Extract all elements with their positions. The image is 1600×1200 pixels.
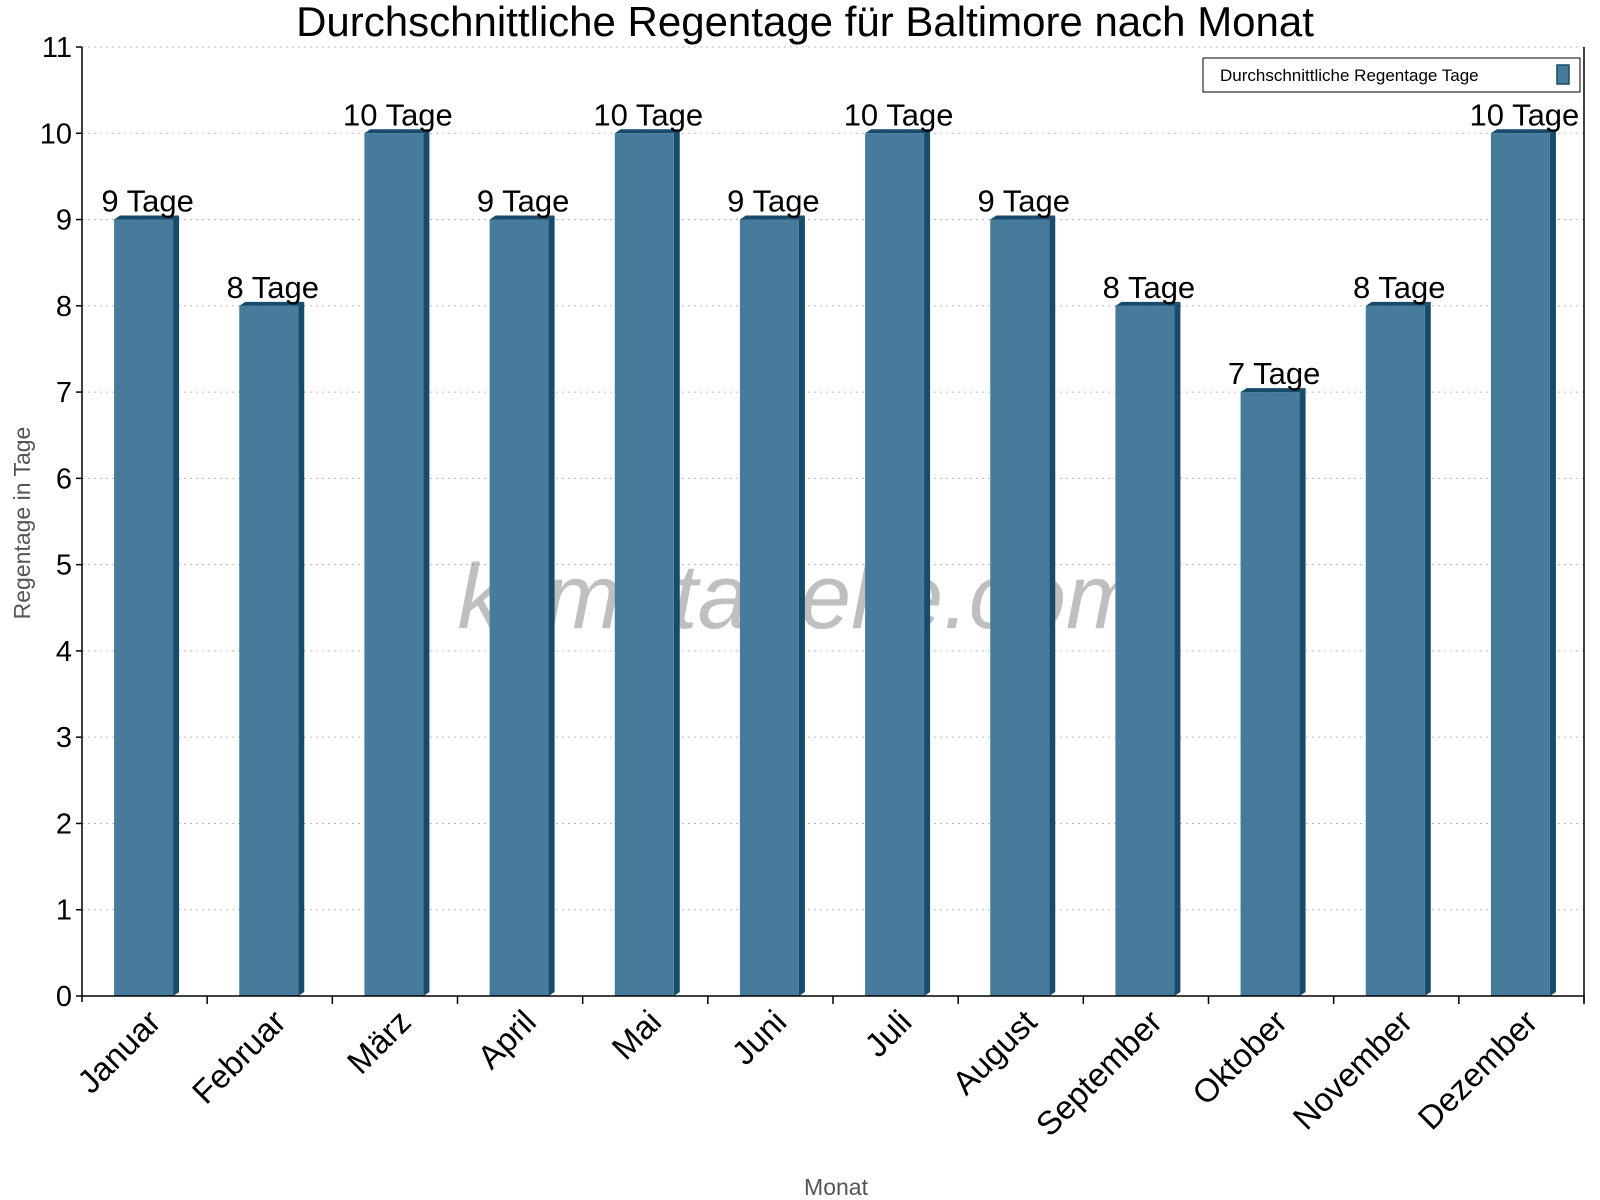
x-tick-label: Februar [185, 1003, 293, 1111]
data-label: 8 Tage [1353, 270, 1446, 305]
x-tick-label: Dezember [1411, 1003, 1545, 1137]
bar-side [1049, 215, 1056, 996]
data-label: 10 Tage [1470, 97, 1580, 132]
bar [739, 219, 799, 996]
y-tick-label: 0 [56, 981, 72, 1013]
data-label: 9 Tage [101, 184, 194, 219]
bar-side [1549, 129, 1556, 997]
data-label: 9 Tage [477, 184, 570, 219]
bar-top [990, 215, 1056, 220]
y-tick-label: 2 [56, 808, 72, 840]
bar [865, 133, 925, 997]
bar [614, 133, 674, 997]
bar-side [1424, 301, 1431, 996]
bar-top [1115, 301, 1181, 306]
bar-top [114, 215, 180, 220]
bar-top [1365, 301, 1431, 306]
x-tick-label: Januar [70, 1003, 168, 1101]
legend-box [1202, 57, 1581, 93]
y-axis-label: Regentage in Tage [9, 427, 35, 620]
x-axis-label: Monat [804, 1174, 869, 1200]
y-tick-label: 8 [56, 291, 72, 323]
bar-top [239, 301, 305, 306]
y-tick-label: 10 [40, 118, 72, 150]
bar-top [364, 129, 430, 134]
bar-side [173, 215, 180, 996]
data-label: 10 Tage [844, 97, 954, 132]
data-label: 7 Tage [1228, 356, 1321, 391]
x-tick-label: Mai [604, 1003, 668, 1067]
bar-top [1490, 129, 1556, 134]
x-tick-label: März [340, 1003, 418, 1081]
bar [1490, 133, 1550, 997]
data-label: 10 Tage [343, 97, 453, 132]
chart-title: Durchschnittliche Regentage für Baltimor… [296, 0, 1314, 45]
y-tick-label: 5 [56, 550, 72, 582]
y-tick-label: 11 [42, 32, 72, 64]
bar [489, 219, 549, 996]
x-tick-label: Juni [724, 1003, 793, 1072]
bar-side [548, 215, 555, 996]
bar [1115, 305, 1175, 996]
bar-side [1174, 301, 1181, 996]
legend-label: Durchschnittliche Regentage Tage [1220, 66, 1479, 85]
data-label: 8 Tage [1103, 270, 1196, 305]
bar-top [614, 129, 680, 134]
bar [990, 219, 1050, 996]
bar-top [489, 215, 555, 220]
bar-top [739, 215, 805, 220]
bar [364, 133, 424, 997]
data-label: 9 Tage [727, 184, 820, 219]
data-label: 8 Tage [226, 270, 319, 305]
bar-side [798, 215, 805, 996]
bar [1240, 392, 1300, 996]
bar-top [865, 129, 931, 134]
bar-side [673, 129, 680, 997]
data-label: 9 Tage [977, 184, 1070, 219]
x-tick-label: Juli [857, 1003, 918, 1064]
bar [239, 305, 299, 996]
x-tick-label: November [1285, 1003, 1419, 1137]
bar [1365, 305, 1425, 996]
bar-side [924, 129, 931, 997]
y-tick-label: 7 [56, 377, 72, 409]
bar-side [298, 301, 305, 996]
bar-side [1299, 388, 1306, 996]
legend-swatch [1556, 64, 1570, 85]
x-tick-label: September [1029, 1003, 1169, 1143]
y-tick-label: 4 [56, 636, 72, 668]
x-tick-label: April [470, 1003, 543, 1076]
bar-top [1240, 388, 1306, 393]
y-tick-label: 9 [56, 205, 72, 237]
x-tick-label: Oktober [1185, 1003, 1294, 1112]
legend: Durchschnittliche Regentage Tage [1202, 57, 1581, 93]
x-tick-label: August [945, 1003, 1044, 1102]
bar-side [423, 129, 430, 997]
bar [114, 219, 174, 996]
y-tick-label: 1 [56, 895, 72, 927]
y-tick-label: 6 [56, 463, 72, 495]
y-tick-label: 3 [56, 722, 72, 754]
data-label: 10 Tage [593, 97, 703, 132]
